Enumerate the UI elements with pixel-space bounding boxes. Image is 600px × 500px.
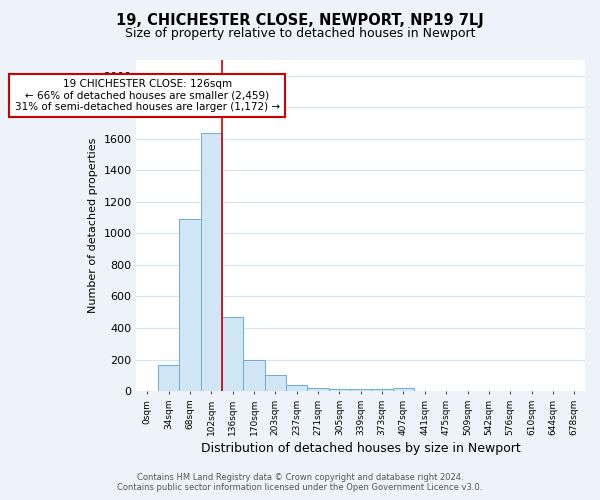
Bar [222, 317, 243, 391]
Bar [393, 388, 414, 391]
X-axis label: Distribution of detached houses by size in Newport: Distribution of detached houses by size … [201, 442, 521, 455]
Text: 19 CHICHESTER CLOSE: 126sqm
← 66% of detached houses are smaller (2,459)
31% of : 19 CHICHESTER CLOSE: 126sqm ← 66% of det… [14, 79, 280, 112]
Bar [179, 219, 200, 391]
Bar [329, 388, 350, 391]
Bar [243, 360, 265, 391]
Y-axis label: Number of detached properties: Number of detached properties [88, 138, 98, 313]
Bar [265, 376, 286, 391]
Bar [350, 390, 371, 391]
Bar [158, 365, 179, 391]
Bar [307, 388, 329, 391]
Text: Size of property relative to detached houses in Newport: Size of property relative to detached ho… [125, 28, 475, 40]
Text: 19, CHICHESTER CLOSE, NEWPORT, NP19 7LJ: 19, CHICHESTER CLOSE, NEWPORT, NP19 7LJ [116, 12, 484, 28]
Bar [371, 390, 393, 391]
Bar [200, 134, 222, 391]
Bar [286, 385, 307, 391]
Text: Contains HM Land Registry data © Crown copyright and database right 2024.
Contai: Contains HM Land Registry data © Crown c… [118, 473, 482, 492]
